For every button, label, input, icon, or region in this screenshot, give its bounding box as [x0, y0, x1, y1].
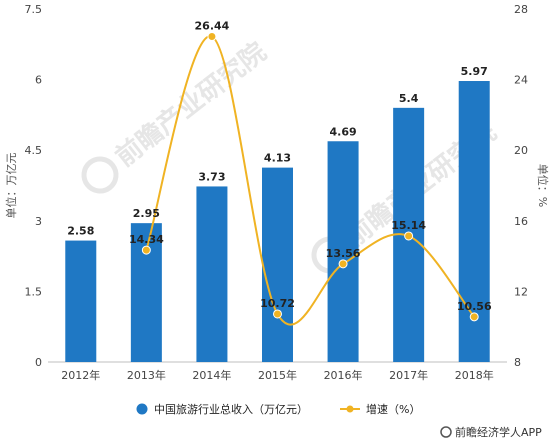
- source-text: 前瞻经济学人APP: [455, 425, 542, 439]
- y-left-tick-label: 7.5: [25, 3, 43, 16]
- legend-line-label: 增速（%）: [366, 402, 420, 416]
- y-right-tick-label: 28: [514, 3, 528, 16]
- line-point: [338, 259, 348, 269]
- y-right-axis-label: 单位：%: [536, 164, 550, 207]
- y-right-tick-label: 24: [514, 74, 528, 87]
- source-logo-icon: [440, 426, 452, 438]
- bar-value-label: 4.13: [264, 152, 291, 165]
- line-value-label: 26.44: [195, 20, 230, 33]
- line-value-label: 14.34: [129, 233, 164, 246]
- data-labels: 2.58 2.95 3.73 4.13 4.69 5.4 5.97 14.34 26.44 10.…: [67, 20, 492, 313]
- line-point: [273, 309, 282, 319]
- bar-value-label: 5.97: [461, 65, 488, 78]
- legend-bar-swatch: [136, 403, 148, 415]
- line-value-label: 10.56: [457, 300, 492, 313]
- bar: [262, 167, 293, 362]
- y-left-axis-label: 单位：万亿元: [4, 153, 18, 219]
- line-point: [404, 231, 414, 241]
- y-left-tick-label: 4.5: [25, 144, 43, 157]
- x-tick-label: 2018年: [455, 368, 494, 382]
- line-point: [469, 312, 479, 322]
- y-left-tick-label: 1.5: [25, 285, 43, 298]
- line-point: [207, 32, 217, 42]
- x-tick-label: 2015年: [258, 368, 297, 382]
- watermark: 前瞻产业研究院: [81, 36, 273, 194]
- y-right-tick-label: 20: [514, 144, 528, 157]
- bar-value-label: 2.58: [67, 225, 94, 238]
- legend: 中国旅游行业总收入（万亿元） 增速（%）: [136, 402, 420, 416]
- bar-value-label: 5.4: [399, 92, 419, 105]
- legend-bar-label: 中国旅游行业总收入（万亿元）: [154, 402, 308, 416]
- y-right-tick-label: 12: [514, 285, 528, 298]
- y-left-tick-label: 3: [35, 215, 42, 228]
- bar-value-label: 2.95: [133, 207, 160, 220]
- x-tick-label: 2016年: [324, 368, 363, 382]
- x-tick-label: 2014年: [192, 368, 231, 382]
- bar: [196, 186, 228, 362]
- line-value-label: 10.72: [260, 297, 295, 310]
- line-series: [141, 32, 479, 326]
- bar: [327, 141, 359, 362]
- watermark-text: 前瞻产业研究院: [110, 36, 273, 172]
- line-value-label: 15.14: [391, 219, 426, 232]
- x-tick-label: 2012年: [61, 368, 100, 382]
- line-value-label: 13.56: [326, 247, 361, 260]
- y-left-tick-label: 0: [35, 356, 42, 369]
- x-tick-label: 2017年: [389, 368, 428, 382]
- bar-series: [65, 81, 490, 363]
- y-left-tick-label: 6: [35, 74, 42, 87]
- line-point: [141, 245, 151, 255]
- source-badge: 前瞻经济学人APP: [440, 425, 542, 439]
- legend-line-marker: [346, 405, 354, 413]
- bar-value-label: 3.73: [198, 170, 225, 183]
- bar-value-label: 4.69: [330, 125, 357, 138]
- y-right-tick-label: 16: [514, 215, 528, 228]
- axes-group: 0 1.5 3 4.5 6 7.5 8 12 16 20 24 28 2012年 2013年 2014年 20…: [4, 3, 550, 382]
- y-right-tick-label: 8: [514, 356, 521, 369]
- x-tick-label: 2013年: [127, 368, 166, 382]
- bar: [65, 240, 97, 362]
- watermark-logo-icon: [81, 156, 119, 194]
